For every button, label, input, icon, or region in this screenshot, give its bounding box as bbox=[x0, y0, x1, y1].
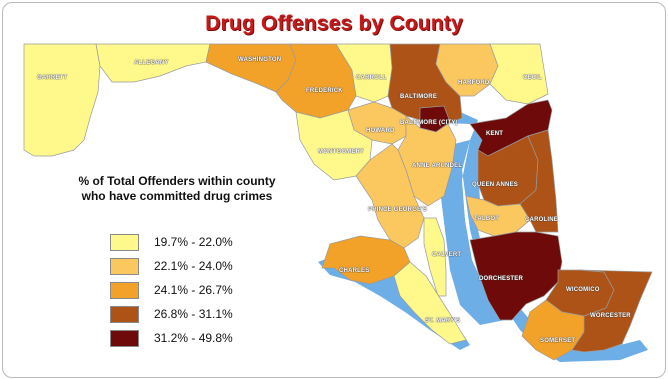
county-label-washington: WASHINGTON bbox=[238, 57, 282, 63]
county-label-prince-georges: PRINCE GEORGE'S bbox=[368, 207, 428, 213]
county-washington[interactable] bbox=[205, 43, 297, 93]
legend-swatch bbox=[110, 306, 139, 323]
legend-heading-line2: who have committed drug crimes bbox=[81, 189, 273, 203]
county-label-dorchester: DORCHESTER bbox=[479, 276, 524, 282]
county-cecil[interactable] bbox=[489, 43, 549, 105]
county-label-queen-annes: QUEEN ANNES bbox=[472, 182, 518, 188]
county-label-harford: HARFORD bbox=[458, 80, 490, 86]
legend-label: 19.7% - 22.0% bbox=[154, 235, 233, 249]
county-label-charles: CHARLES bbox=[339, 268, 370, 274]
map-title: Drug Offenses by County bbox=[205, 12, 463, 35]
legend-heading: % of Total Offenders within county who h… bbox=[52, 174, 302, 204]
legend-swatch bbox=[110, 282, 139, 299]
county-label-wicomico: WICOMICO bbox=[566, 287, 600, 293]
county-label-garrett: GARRETT bbox=[37, 75, 68, 81]
county-label-howard: HOWARD bbox=[366, 128, 395, 134]
legend-label: 31.2% - 49.8% bbox=[154, 331, 233, 345]
county-st-marys[interactable] bbox=[393, 261, 467, 345]
legend-label: 22.1% - 24.0% bbox=[154, 259, 233, 273]
legend-label: 26.8% - 31.1% bbox=[154, 307, 233, 321]
county-calvert[interactable] bbox=[423, 217, 447, 297]
county-label-baltimore-city: BALTIMORE (CITY) bbox=[400, 120, 458, 126]
county-label-st-marys: ST. MARY'S bbox=[425, 318, 461, 324]
county-label-talbot: TALBOT bbox=[474, 216, 500, 222]
legend-swatch bbox=[110, 258, 139, 275]
county-label-montgomery: MONTGOMERY bbox=[318, 149, 365, 155]
county-label-carroll: CARROLL bbox=[356, 75, 387, 81]
county-talbot[interactable] bbox=[465, 195, 531, 237]
county-label-frederick: FREDERICK bbox=[306, 88, 343, 94]
legend-swatch bbox=[110, 234, 139, 251]
county-garrett[interactable] bbox=[23, 43, 101, 157]
legend-heading-line1: % of Total Offenders within county bbox=[78, 174, 276, 188]
county-label-cecil: CECIL bbox=[523, 75, 542, 81]
county-label-calvert: CALVERT bbox=[432, 252, 462, 258]
legend-label: 24.1% - 26.7% bbox=[154, 283, 233, 297]
county-worcester[interactable] bbox=[571, 269, 653, 353]
county-label-worcester: WORCESTER bbox=[590, 313, 631, 319]
legend-swatch bbox=[110, 330, 139, 347]
county-label-caroline: CAROLINE bbox=[525, 217, 558, 223]
county-label-somerset: SOMERSET bbox=[540, 338, 576, 344]
county-prince-georges[interactable] bbox=[355, 143, 425, 249]
county-dorchester[interactable] bbox=[469, 231, 563, 321]
county-label-kent: KENT bbox=[486, 131, 504, 137]
chesapeake-bay-water bbox=[318, 112, 648, 362]
county-label-anne-arundel: ANNE ARUNDEL bbox=[412, 163, 463, 169]
county-label-baltimore: BALTIMORE bbox=[400, 94, 438, 100]
county-label-allegany: ALLEGANY bbox=[134, 60, 169, 66]
